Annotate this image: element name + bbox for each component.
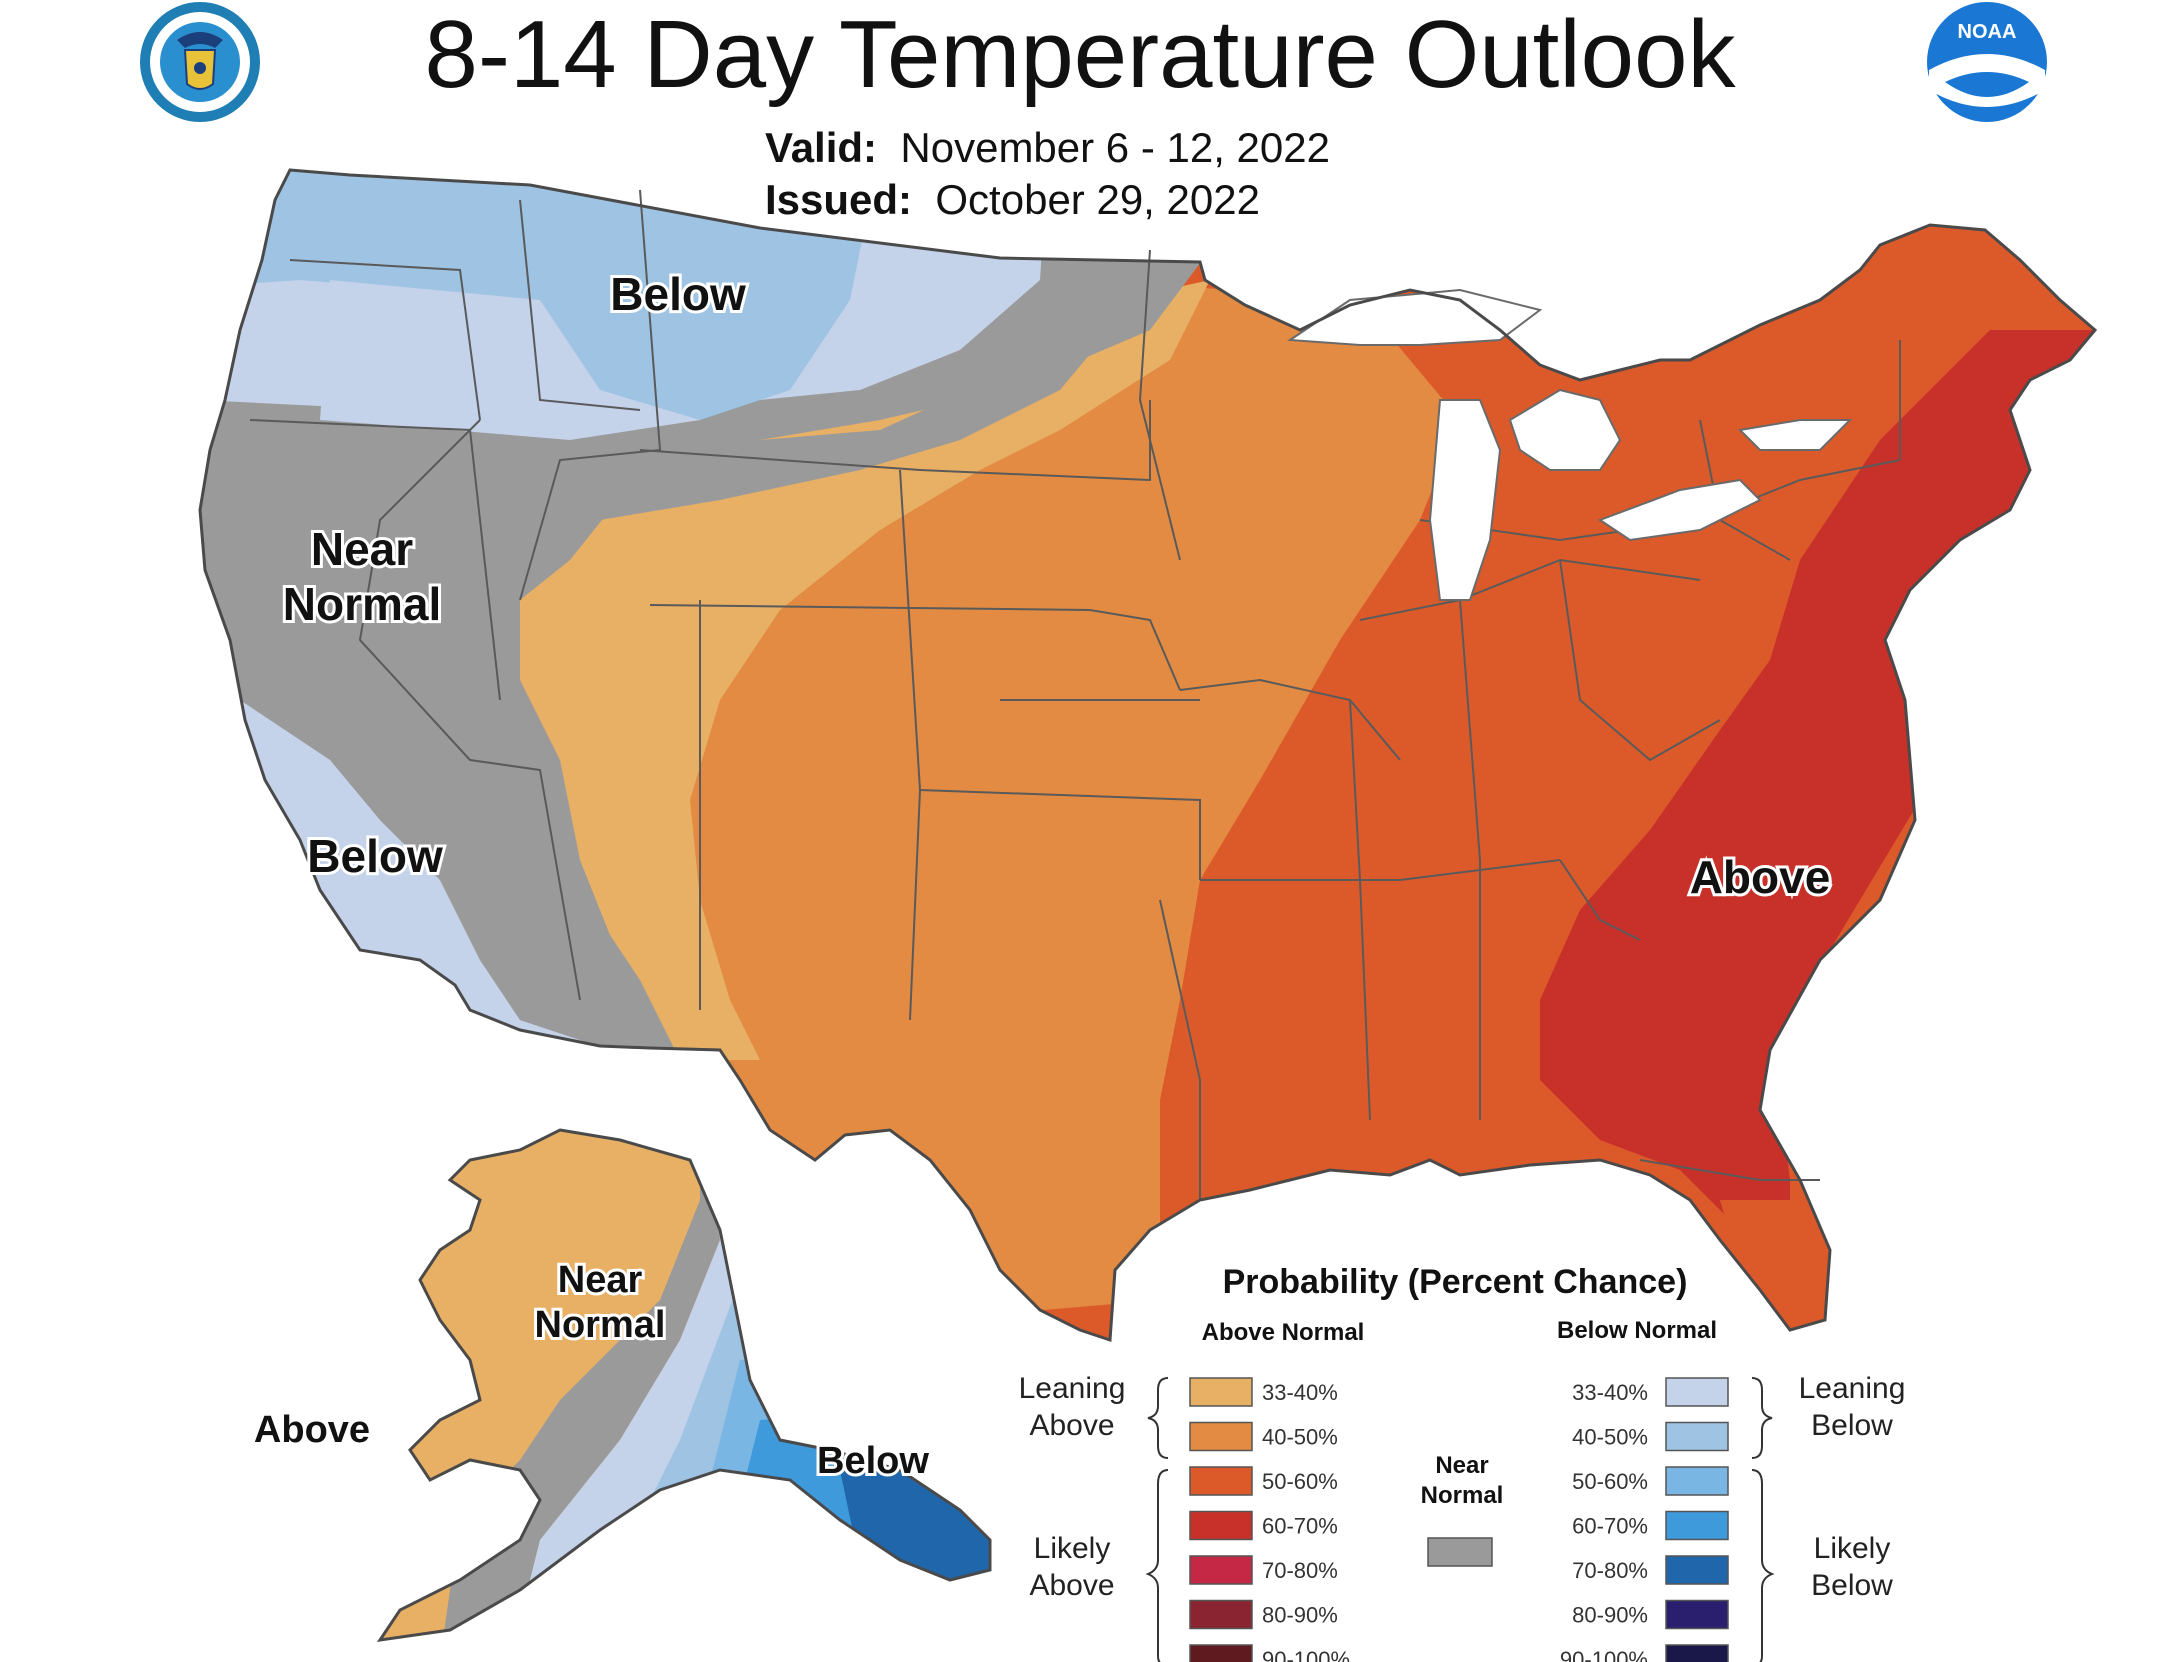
noaa-logo-icon: NOAA	[1927, 2, 2047, 122]
conus-outline	[198, 168, 2098, 1343]
legend-likely-below-line1: Likely	[1814, 1532, 1891, 1565]
legend-below-label-0: 33-40%	[1572, 1380, 1648, 1405]
legend-near-normal-swatch	[1427, 1537, 1493, 1567]
valid-value: November 6 - 12, 2022	[900, 124, 1330, 171]
label-above-east: Above	[1690, 851, 1831, 903]
label-below-north: Below	[610, 268, 746, 320]
zone-below-33-40-ring	[320, 280, 700, 440]
legend-likely-above-line1: Likely	[1034, 1532, 1111, 1565]
alaska-outline	[376, 1128, 992, 1642]
legend-likely-above-line2: Above	[1029, 1569, 1114, 1602]
legend-below-swatch-1	[1665, 1421, 1729, 1452]
legend-leaning-above-line2: Above	[1029, 1409, 1114, 1442]
legend-below-label-4: 70-80%	[1572, 1558, 1648, 1583]
legend-below-header: Below Normal	[1557, 1317, 1717, 1344]
label-near-normal-line2: Normal	[283, 578, 441, 630]
brace-leaning-below	[1751, 1377, 1773, 1459]
zone-above-50-60-fl	[1720, 1200, 1830, 1340]
issued-label: Issued:	[765, 176, 913, 223]
legend-above-swatch-3	[1189, 1510, 1253, 1541]
legend-title: Probability (Percent Chance)	[1223, 1263, 1688, 1301]
noaa-logo-text: NOAA	[1958, 21, 2017, 43]
valid-line: Valid: November 6 - 12, 2022	[765, 122, 1330, 174]
legend-below-swatch-4	[1665, 1555, 1729, 1585]
legend-above-swatch-1	[1189, 1421, 1253, 1452]
legend-near-line2: Normal	[1421, 1482, 1504, 1509]
legend-above-swatch-4	[1189, 1555, 1253, 1585]
legend-below-label-3: 60-70%	[1572, 1514, 1648, 1539]
commerce-seal-icon	[140, 2, 260, 122]
legend-below-label-1: 40-50%	[1572, 1425, 1648, 1450]
zone-near-normal-nv	[380, 680, 660, 1060]
legend-above-swatch-6	[1189, 1644, 1253, 1662]
issued-value: October 29, 2022	[935, 176, 1260, 223]
label-ak-above: Above	[254, 1409, 370, 1451]
legend-below-label-6: 90-100%	[1560, 1647, 1648, 1662]
valid-label: Valid:	[765, 124, 878, 171]
issued-line: Issued: October 29, 2022	[765, 174, 1330, 226]
legend-above-header: Above Normal	[1202, 1319, 1365, 1346]
legend-leaning-below-line1: Leaning	[1799, 1372, 1906, 1405]
legend-below-swatches: 33-40% 40-50% 50-60% 60-70% 70-80% 80-90% 90-1…	[1560, 1377, 1729, 1662]
brace-leaning-above	[1147, 1377, 1169, 1459]
legend-above-label-0: 33-40%	[1262, 1380, 1338, 1405]
legend-below-swatch-3	[1665, 1510, 1729, 1541]
legend: Probability (Percent Chance) Above Norma…	[1019, 1263, 1906, 1662]
brace-likely-below	[1751, 1469, 1775, 1662]
label-below-ca: Below	[307, 830, 443, 882]
zone-near-normal-band	[200, 270, 1110, 540]
label-ak-near-line2: Normal	[535, 1304, 666, 1346]
legend-above-swatches: 33-40% 40-50% 50-60% 60-70% 70-80% 80-90% 90-1…	[1189, 1377, 1350, 1662]
legend-below-label-5: 80-90%	[1572, 1603, 1648, 1628]
legend-above-label-4: 70-80%	[1262, 1558, 1338, 1583]
brace-likely-above	[1145, 1469, 1169, 1662]
legend-above-label-5: 80-90%	[1262, 1603, 1338, 1628]
legend-likely-below-line2: Below	[1811, 1569, 1893, 1602]
legend-below-swatch-5	[1665, 1599, 1729, 1630]
legend-leaning-above-line1: Leaning	[1019, 1372, 1126, 1405]
label-ak-below: Below	[817, 1440, 929, 1482]
legend-below-swatch-2	[1665, 1466, 1729, 1496]
legend-above-swatch-5	[1189, 1599, 1253, 1630]
map-region-labels: Below Near Normal Below Above Near Norma…	[251, 265, 1833, 1485]
legend-below-label-2: 50-60%	[1572, 1469, 1648, 1494]
legend-above-label-2: 50-60%	[1262, 1469, 1338, 1494]
label-near-normal-line1: Near	[311, 523, 413, 575]
date-block: Valid: November 6 - 12, 2022 Issued: Oct…	[765, 122, 1330, 226]
legend-near-line1: Near	[1435, 1452, 1488, 1479]
legend-below-swatch-6	[1665, 1644, 1729, 1662]
legend-leaning-below-line2: Below	[1811, 1409, 1893, 1442]
legend-above-swatch-0	[1189, 1377, 1253, 1407]
legend-above-label-6: 90-100%	[1262, 1647, 1350, 1662]
legend-above-label-3: 60-70%	[1262, 1514, 1338, 1539]
label-ak-near-line1: Near	[558, 1259, 643, 1301]
page-title: 8-14 Day Temperature Outlook	[424, 1, 1736, 108]
zone-below-33-40-ca	[200, 700, 640, 1060]
legend-above-swatch-2	[1189, 1466, 1253, 1496]
legend-above-label-1: 40-50%	[1262, 1425, 1338, 1450]
legend-below-swatch-0	[1665, 1377, 1729, 1407]
